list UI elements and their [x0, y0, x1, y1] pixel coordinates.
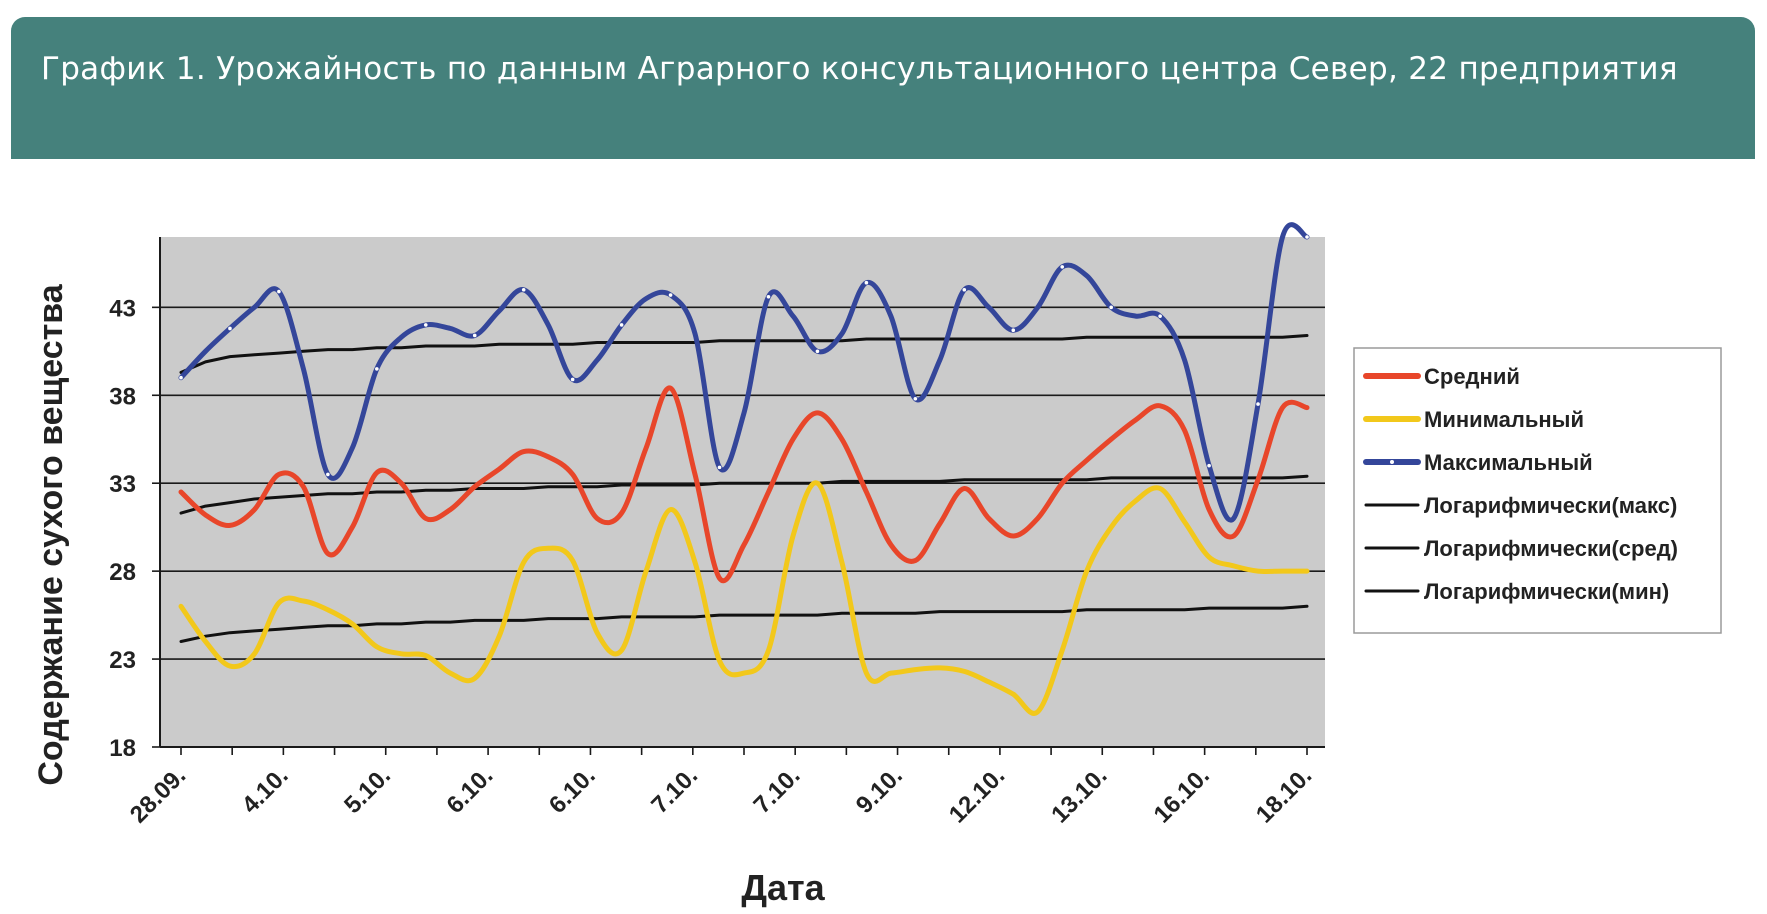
series-3 [178, 222, 1310, 523]
data-point [521, 287, 526, 292]
legend-label: Максимальный [1424, 450, 1593, 475]
data-point [864, 280, 869, 285]
legend-label: Логарифмически(мин) [1424, 579, 1669, 604]
series-line [178, 385, 1310, 584]
x-tick-label: 6.10. [544, 762, 601, 819]
grid-lines [160, 306, 1325, 660]
data-point [619, 323, 624, 327]
series-6 [179, 604, 1309, 643]
data-point [570, 377, 575, 382]
x-tick-label: 7.10. [749, 762, 806, 819]
legend-label: Средний [1424, 364, 1520, 389]
legend-entry: Логарифмически(сред) [1364, 536, 1678, 561]
y-tick-label: 38 [109, 383, 136, 410]
data-point [766, 294, 771, 299]
data-point [815, 349, 820, 354]
x-tick-label: 18.10. [1251, 762, 1317, 828]
series-2 [178, 480, 1310, 716]
y-tick-label: 28 [109, 559, 136, 586]
data-point [668, 293, 673, 297]
y-tick-label: 18 [109, 735, 136, 762]
data-point [1011, 328, 1016, 333]
data-point [962, 287, 967, 292]
data-point [1256, 402, 1260, 406]
data-point [179, 375, 183, 380]
x-tick-label: 16.10. [1149, 762, 1215, 828]
data-point [717, 465, 722, 470]
data-point [375, 367, 379, 371]
legend-items: Средний Минимальный Максимальный Логарифмич… [1363, 364, 1678, 604]
data-point [228, 326, 232, 331]
x-tick-label: 7.10. [646, 762, 703, 819]
y-tick-labels: 18 23 28 33 38 43 [109, 295, 136, 762]
legend: Средний Минимальный Максимальный Логарифмич… [1353, 347, 1722, 634]
data-point [326, 472, 330, 477]
axes [152, 237, 1325, 755]
series-line [178, 222, 1310, 523]
data-point [1207, 463, 1211, 468]
x-tick-label: 12.10. [944, 762, 1010, 828]
y-tick-label: 33 [109, 471, 136, 498]
series-4 [179, 334, 1309, 374]
data-point [277, 289, 281, 294]
legend-entry: Логарифмически(мин) [1364, 579, 1669, 604]
series-line [179, 334, 1309, 374]
series-1 [178, 385, 1310, 584]
data-point [1305, 235, 1309, 239]
legend-entry: Максимальный [1363, 450, 1593, 475]
data-point [472, 333, 477, 338]
plot-area [160, 237, 1325, 747]
legend-box [1353, 347, 1722, 634]
data-point [1109, 305, 1113, 310]
x-tick-label: 6.10. [441, 762, 498, 819]
y-tick-label: 43 [109, 295, 136, 322]
data-point [423, 323, 428, 327]
legend-entry: Минимальный [1363, 407, 1584, 432]
x-tick-label: 9.10. [851, 762, 908, 819]
series-line [179, 604, 1309, 643]
x-tick-labels: 28.09. 4.10. 5.10. 6.10. 6.10. 7.10. 7.10. 9.10… [125, 762, 1317, 828]
x-axis-title: Дата [741, 867, 825, 908]
x-tick-label: 5.10. [339, 762, 396, 819]
legend-entry: Средний [1363, 364, 1520, 389]
x-tick-label: 13.10. [1046, 762, 1112, 828]
legend-entry: Логарифмически(макс) [1364, 493, 1677, 518]
y-tick-label: 23 [109, 647, 136, 674]
data-point [1060, 265, 1065, 269]
y-axis-title: Содержание сухого вещества [32, 283, 70, 785]
chart-header: График 1. Урожайность по данным Аграрног… [11, 17, 1755, 159]
data-point [913, 396, 918, 401]
series-line [178, 480, 1310, 716]
legend-label: Минимальный [1424, 407, 1584, 432]
chart-caption: График 1. Урожайность по данным Аграрног… [41, 51, 1678, 87]
legend-label: Логарифмически(макс) [1424, 493, 1677, 518]
series-layer [178, 222, 1310, 716]
legend-marker [1390, 460, 1394, 464]
x-tick-label: 4.10. [237, 762, 294, 819]
x-tick-label: 28.09. [125, 762, 191, 828]
legend-label: Логарифмически(сред) [1424, 536, 1678, 561]
data-point [1158, 314, 1162, 318]
